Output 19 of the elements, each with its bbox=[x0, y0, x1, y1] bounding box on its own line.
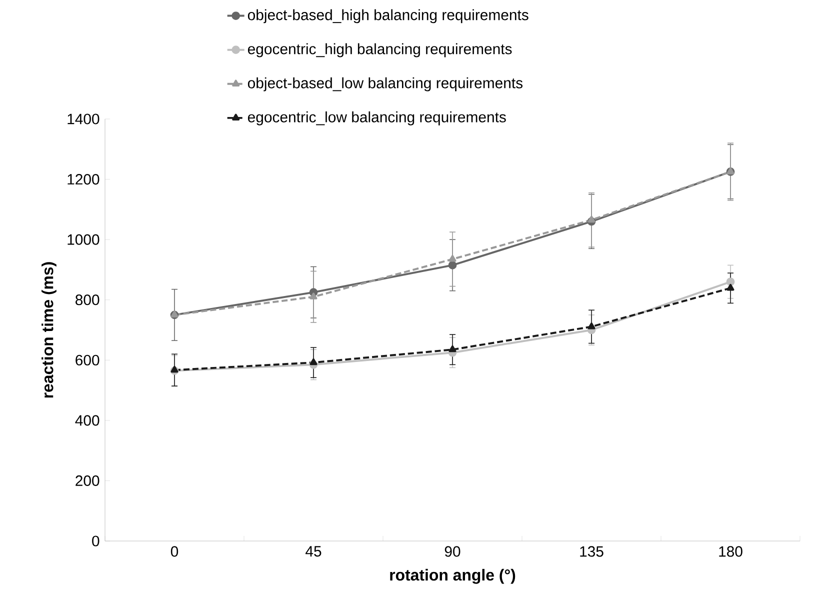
x-tick-label: 45 bbox=[306, 546, 322, 557]
y-tick-label: 1400 bbox=[68, 114, 100, 124]
x-tick-label: 135 bbox=[580, 546, 604, 557]
legend-label: object-based_low balancing requirements bbox=[248, 77, 523, 92]
y-tick-label: 800 bbox=[76, 294, 100, 306]
y-tick-label: 1200 bbox=[68, 174, 100, 185]
y-tick-label: 200 bbox=[76, 475, 100, 486]
legend-label: egocentric_high balancing requirements bbox=[248, 43, 512, 58]
y-tick-label: 0 bbox=[92, 536, 100, 546]
legend-label: object-based_high balancing requirements bbox=[248, 9, 528, 24]
y-tick-label: 1000 bbox=[68, 234, 100, 245]
x-tick-label: 90 bbox=[444, 546, 460, 557]
y-axis-title: reaction time (ms) bbox=[42, 262, 56, 398]
y-tick-label: 400 bbox=[75, 415, 100, 426]
y-tick-label: 600 bbox=[76, 354, 100, 366]
x-axis-title: rotation angle (°) bbox=[390, 568, 516, 584]
legend-label: egocentric_low balancing requirements bbox=[248, 111, 506, 126]
x-tick-label: 0 bbox=[170, 546, 178, 557]
x-tick-label: 180 bbox=[719, 546, 742, 557]
